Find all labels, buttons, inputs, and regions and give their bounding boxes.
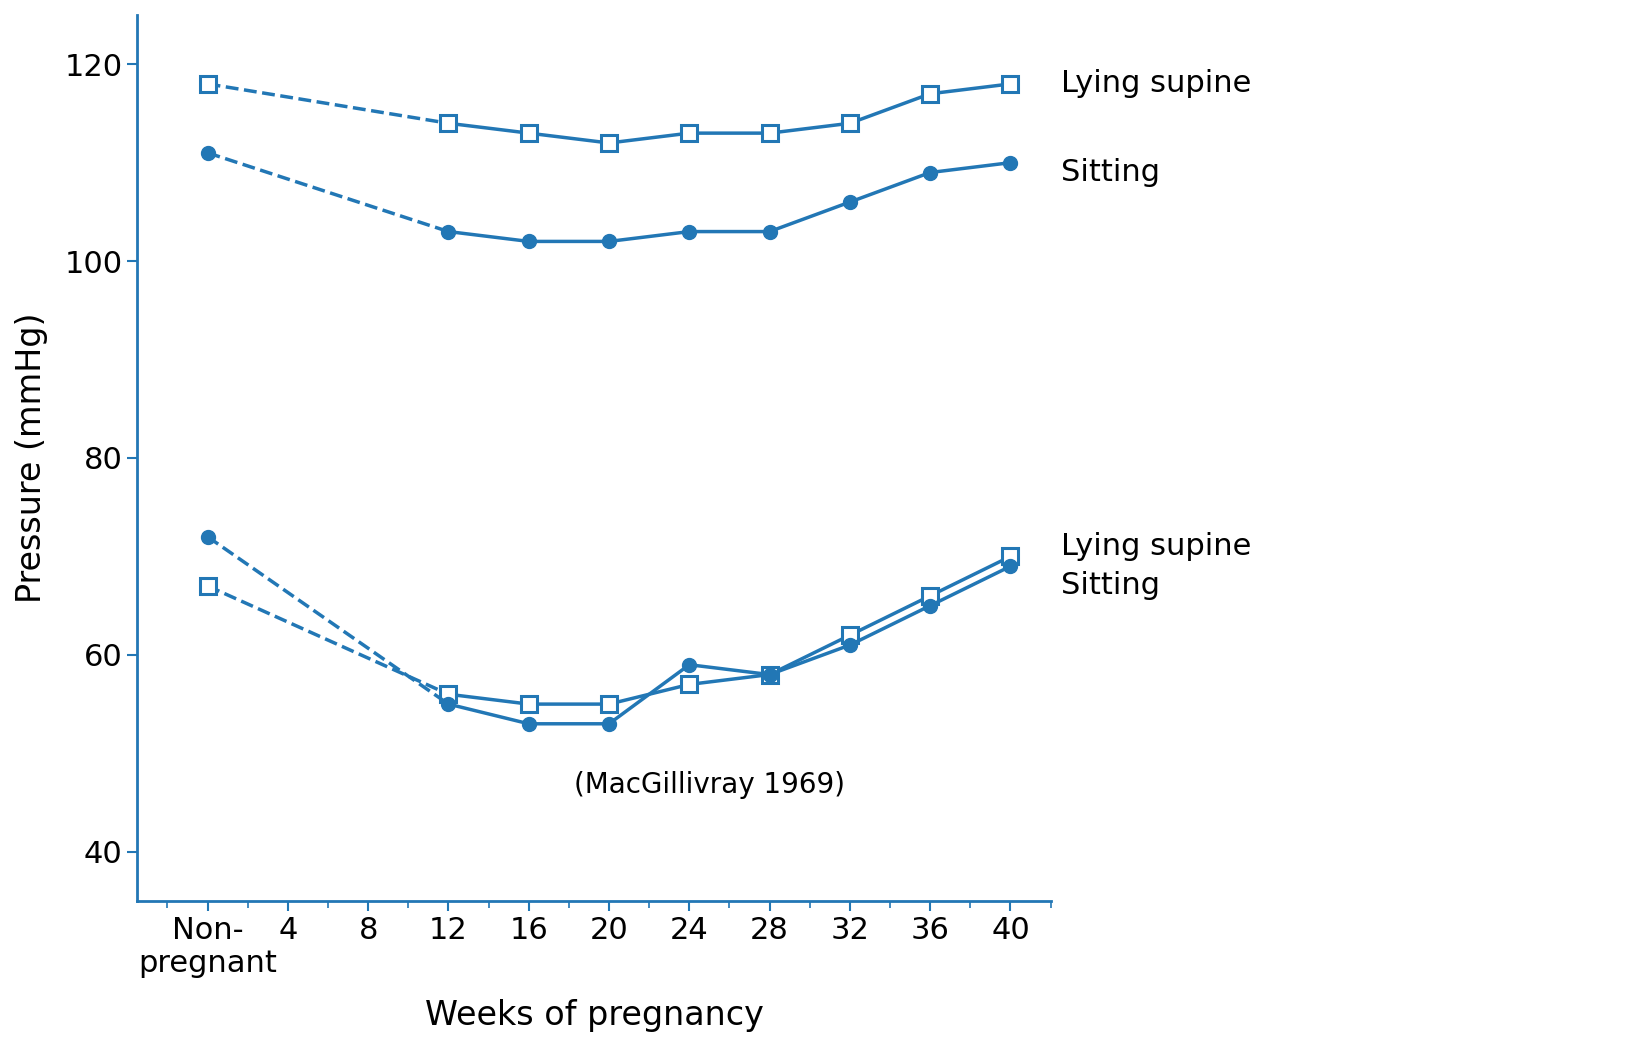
Text: Sitting: Sitting (1060, 158, 1159, 187)
X-axis label: Weeks of pregnancy: Weeks of pregnancy (425, 999, 764, 1032)
Y-axis label: Pressure (mmHg): Pressure (mmHg) (15, 313, 47, 603)
Text: (MacGillivray 1969): (MacGillivray 1969) (575, 771, 845, 799)
Text: Lying supine: Lying supine (1060, 69, 1250, 98)
Text: Sitting: Sitting (1060, 572, 1159, 601)
Text: Lying supine: Lying supine (1060, 532, 1250, 561)
